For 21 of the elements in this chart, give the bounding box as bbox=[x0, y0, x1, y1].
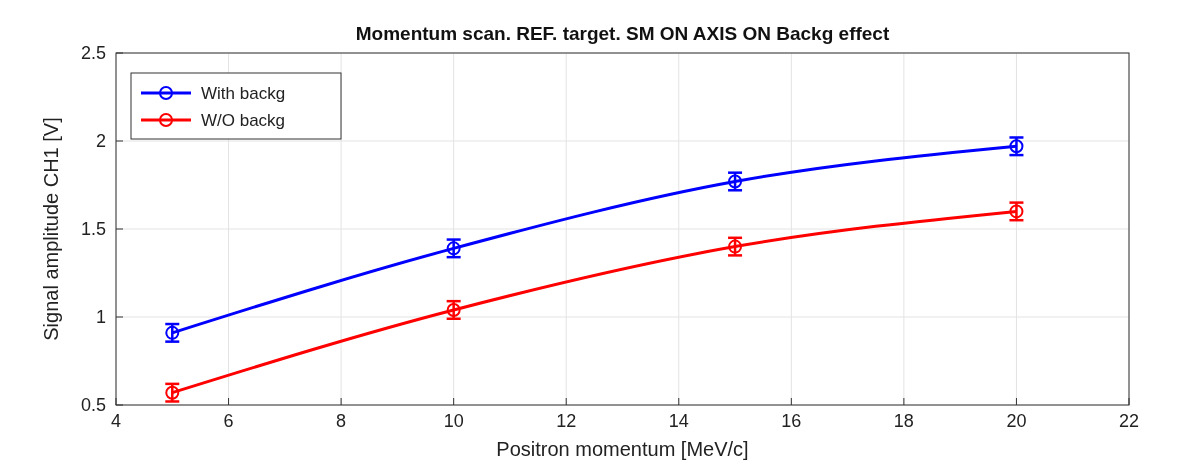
x-tick-label: 6 bbox=[223, 411, 234, 431]
x-tick-label: 4 bbox=[110, 411, 122, 431]
legend-label: With backg bbox=[201, 84, 286, 103]
x-tick-label: 10 bbox=[443, 411, 464, 431]
x-tick-label: 18 bbox=[893, 411, 914, 431]
x-axis-title: Positron momentum [MeV/c] bbox=[496, 438, 749, 460]
y-tick-label: 2.5 bbox=[80, 43, 106, 63]
y-tick-label: 1 bbox=[95, 307, 106, 327]
x-tick-label: 14 bbox=[668, 411, 689, 431]
y-tick-label: 0.5 bbox=[80, 395, 106, 415]
y-tick-label: 1.5 bbox=[80, 219, 106, 239]
chart-title: Momentum scan. REF. target. SM ON AXIS ON Backg effect bbox=[355, 23, 890, 44]
x-tick-label: 20 bbox=[1006, 411, 1027, 431]
x-tick-label: 12 bbox=[556, 411, 577, 431]
legend-label: W/O backg bbox=[201, 111, 286, 130]
x-tick-label: 22 bbox=[1118, 411, 1140, 431]
y-tick-label: 2 bbox=[95, 131, 106, 151]
y-axis-title: Signal amplitude CH1 [V] bbox=[40, 117, 62, 341]
x-tick-label: 16 bbox=[781, 411, 802, 431]
x-tick-label: 8 bbox=[336, 411, 347, 431]
point bbox=[446, 302, 461, 317]
